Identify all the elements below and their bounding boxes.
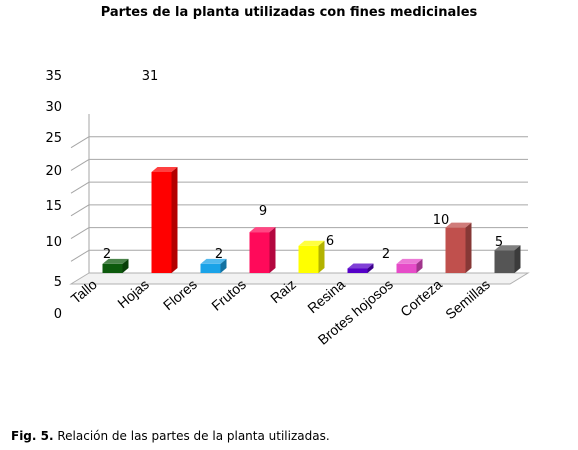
bar-top — [151, 167, 178, 172]
bar-side — [465, 222, 472, 273]
bar-front — [445, 227, 466, 273]
bar-side — [220, 258, 227, 273]
bar-side — [416, 258, 423, 273]
bar-tallo — [102, 258, 129, 273]
y-axis-ticks: 0 5 10 15 20 25 30 35 — [45, 69, 62, 322]
y-tick-label: 0 — [54, 307, 62, 322]
bar-side — [367, 263, 374, 273]
caption-label: Fig. 5. — [11, 429, 54, 443]
bar-front — [494, 250, 515, 273]
bar-raiz — [298, 240, 325, 273]
bar-front — [200, 263, 221, 273]
figure-caption: Fig. 5. Relación de las partes de la pla… — [11, 429, 330, 443]
bar-brotes-hojosos — [396, 258, 423, 273]
gridline-depth — [70, 204, 90, 217]
gridline-depth — [70, 136, 90, 149]
bar-frutos — [249, 227, 276, 273]
bar-top — [102, 258, 129, 264]
bar-front — [298, 245, 319, 273]
data-label: 2 — [103, 247, 111, 262]
y-tick-label: 10 — [45, 235, 62, 250]
bar-side — [514, 245, 521, 273]
bar-front — [102, 263, 123, 273]
bar-side — [269, 227, 276, 273]
bar-side — [318, 240, 325, 273]
data-label: 6 — [326, 234, 334, 249]
data-label: 10 — [433, 213, 450, 228]
y-tick-label: 35 — [45, 69, 62, 84]
bar-top — [396, 258, 423, 264]
data-label: 31 — [142, 69, 159, 84]
bar-front — [347, 268, 368, 273]
gridline-depth — [70, 249, 90, 262]
data-label: 2 — [382, 247, 390, 262]
bars-layer — [102, 167, 521, 273]
bar-resina — [347, 263, 374, 273]
back-wall — [89, 114, 528, 273]
gridline-depth — [70, 181, 90, 194]
chart-title: Partes de la planta utilizadas con fines… — [100, 5, 478, 20]
bar-top — [249, 227, 276, 233]
y-tick-label: 25 — [45, 131, 62, 146]
bar-top — [200, 258, 227, 264]
y-tick-label: 5 — [54, 275, 62, 290]
y-tick-label: 15 — [45, 199, 62, 214]
data-labels-layer: 2 31 2 9 6 2 10 5 — [103, 69, 503, 262]
chart-floor — [69, 272, 530, 285]
data-label: 9 — [259, 204, 267, 219]
bar-front — [396, 263, 417, 273]
data-label: 2 — [215, 247, 223, 262]
bar-top — [494, 245, 521, 251]
bar-top — [347, 263, 374, 269]
bar-hojas — [151, 167, 178, 273]
bar-top — [298, 240, 325, 246]
bar-front — [249, 232, 270, 273]
y-tick-label: 30 — [45, 100, 62, 115]
bar-corteza — [445, 222, 472, 273]
y-tick-label: 20 — [45, 164, 62, 179]
bar-side — [171, 167, 178, 273]
bar-semillas — [494, 245, 521, 273]
bar-front — [151, 172, 172, 273]
data-label: 5 — [495, 235, 503, 250]
gridline-depth — [70, 159, 90, 171]
gridline-depth — [70, 227, 90, 239]
caption-text: Relación de las partes de la planta util… — [53, 429, 330, 443]
bar-top — [445, 222, 472, 228]
bar-side — [122, 258, 129, 273]
bar-flores — [200, 258, 227, 273]
